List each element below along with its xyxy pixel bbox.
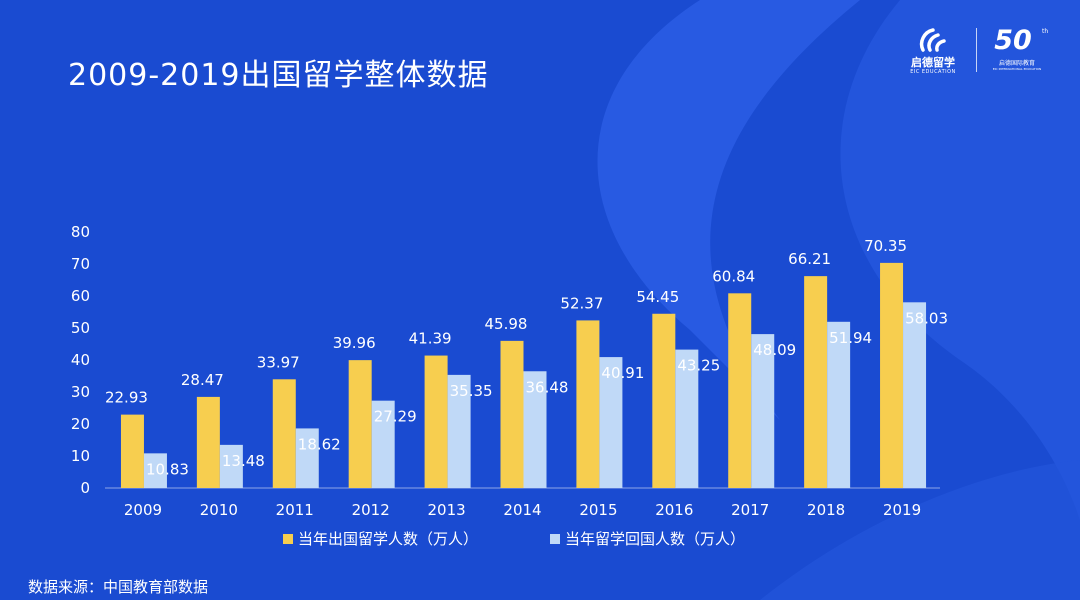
data-label-returned: 13.48 bbox=[222, 452, 265, 470]
y-tick-label: 60 bbox=[71, 287, 90, 305]
x-tick-label: 2010 bbox=[200, 501, 238, 519]
anniversary-number: 50 bbox=[994, 25, 1032, 56]
x-tick-label: 2014 bbox=[503, 501, 541, 519]
eic-brand-en: EIC EDUCATION bbox=[910, 69, 956, 75]
data-label-outbound: 70.35 bbox=[864, 237, 907, 255]
bar-returned bbox=[295, 428, 319, 488]
bar-outbound bbox=[576, 320, 600, 488]
y-tick-label: 10 bbox=[71, 447, 90, 465]
data-label-outbound: 52.37 bbox=[560, 294, 603, 312]
y-tick-label: 0 bbox=[80, 479, 90, 497]
bar-outbound bbox=[348, 360, 372, 488]
bar-outbound bbox=[424, 355, 448, 488]
data-label-returned: 27.29 bbox=[374, 408, 417, 426]
y-tick-label: 30 bbox=[71, 383, 90, 401]
eic-brand-logo: 启德留学 EIC EDUCATION bbox=[900, 24, 966, 76]
bar-outbound bbox=[196, 396, 220, 488]
logo-divider bbox=[976, 28, 977, 72]
x-tick-label: 2009 bbox=[124, 501, 162, 519]
legend-item-returned: 当年留学回国人数（万人） bbox=[550, 528, 745, 549]
eic-logo-icon bbox=[919, 28, 946, 52]
data-label-outbound: 66.21 bbox=[788, 250, 831, 268]
data-label-returned: 58.03 bbox=[905, 309, 948, 327]
bar-outbound bbox=[120, 414, 144, 488]
bar-returned bbox=[523, 371, 547, 488]
bar-returned bbox=[903, 302, 927, 488]
x-tick-label: 2015 bbox=[579, 501, 617, 519]
data-label-outbound: 60.84 bbox=[712, 267, 755, 285]
bar-returned bbox=[371, 400, 395, 488]
y-tick-label: 40 bbox=[71, 351, 90, 369]
legend-label-returned: 当年留学回国人数（万人） bbox=[565, 530, 746, 548]
x-tick-label: 2012 bbox=[352, 501, 390, 519]
anniversary-en: EIC INTERNATIONAL EDUCATION bbox=[992, 67, 1042, 71]
bar-outbound bbox=[652, 313, 676, 488]
data-label-outbound: 33.97 bbox=[257, 353, 300, 371]
x-tick-label: 2016 bbox=[655, 501, 693, 519]
data-label-returned: 43.25 bbox=[677, 357, 720, 375]
data-label-returned: 40.91 bbox=[601, 364, 644, 382]
bar-returned bbox=[751, 334, 775, 488]
data-label-outbound: 41.39 bbox=[409, 330, 452, 348]
x-tick-label: 2018 bbox=[807, 501, 845, 519]
bar-outbound bbox=[728, 293, 752, 488]
y-tick-label: 80 bbox=[71, 223, 90, 241]
x-tick-label: 2019 bbox=[883, 501, 921, 519]
bar-returned bbox=[599, 357, 623, 488]
data-label-returned: 48.09 bbox=[753, 341, 796, 359]
x-tick-label: 2013 bbox=[427, 501, 465, 519]
bar-outbound bbox=[880, 262, 904, 488]
data-label-returned: 51.94 bbox=[829, 329, 872, 347]
data-label-outbound: 28.47 bbox=[181, 371, 224, 389]
bar-outbound bbox=[272, 379, 296, 488]
bar-outbound bbox=[500, 340, 524, 488]
x-tick-label: 2011 bbox=[276, 501, 314, 519]
source-note: 数据来源：中国教育部数据 bbox=[28, 578, 209, 596]
legend-label-outbound: 当年出国留学人数（万人） bbox=[298, 530, 479, 548]
data-label-outbound: 54.45 bbox=[636, 288, 679, 306]
x-tick-label: 2017 bbox=[731, 501, 769, 519]
eic-logo: 启德留学 EIC EDUCATION 50 th 启德国际教育 EIC INTE… bbox=[900, 24, 1070, 76]
data-label-outbound: 39.96 bbox=[333, 334, 376, 352]
legend-item-outbound: 当年出国留学人数（万人） bbox=[283, 528, 478, 549]
anniversary-suffix: th bbox=[1042, 28, 1049, 35]
data-label-returned: 10.83 bbox=[146, 460, 189, 478]
y-tick-label: 50 bbox=[71, 319, 90, 337]
y-tick-label: 20 bbox=[71, 415, 90, 433]
bar-returned bbox=[675, 349, 699, 488]
y-tick-label: 70 bbox=[71, 255, 90, 273]
bar-returned bbox=[447, 374, 471, 488]
legend-swatch-returned bbox=[550, 533, 560, 544]
anniversary-logo: 50 th 启德国际教育 EIC INTERNATIONAL EDUCATION bbox=[984, 24, 1050, 76]
data-label-outbound: 22.93 bbox=[105, 389, 148, 407]
bar-returned bbox=[219, 444, 243, 488]
bar-returned bbox=[143, 453, 167, 488]
data-label-returned: 35.35 bbox=[450, 382, 493, 400]
data-label-returned: 18.62 bbox=[298, 435, 341, 453]
bar-outbound bbox=[804, 276, 828, 488]
page-title: 2009-2019出国留学整体数据 bbox=[68, 58, 489, 93]
legend-swatch-outbound bbox=[283, 533, 293, 544]
eic-brand-cn: 启德留学 bbox=[911, 56, 955, 69]
bar-returned bbox=[827, 321, 851, 488]
data-label-returned: 36.48 bbox=[526, 378, 569, 396]
data-label-outbound: 45.98 bbox=[485, 315, 528, 333]
anniversary-cn: 启德国际教育 bbox=[998, 60, 1035, 67]
